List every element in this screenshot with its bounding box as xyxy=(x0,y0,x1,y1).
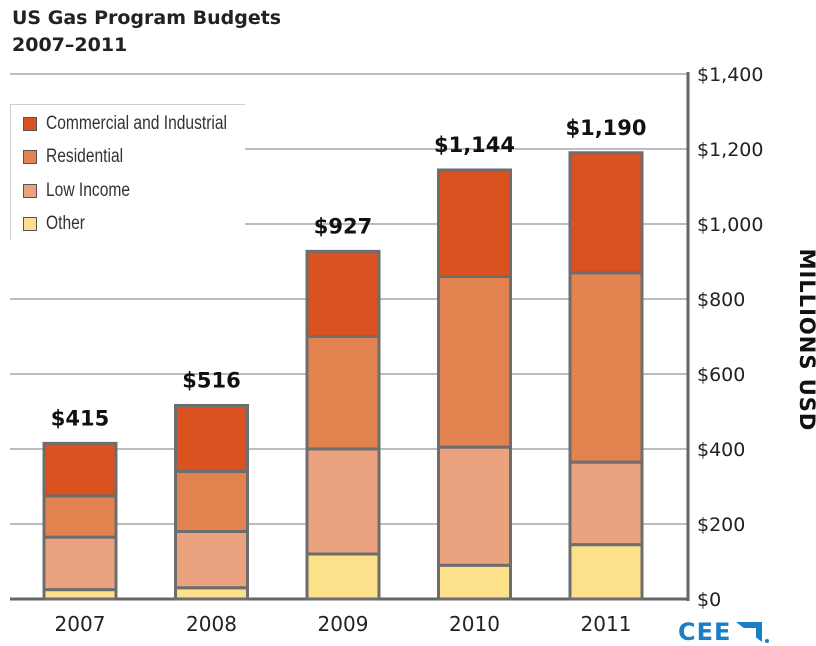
legend-item-residential: Residential xyxy=(23,145,140,169)
bar-segment-commercial-2010 xyxy=(437,168,512,278)
bar-segment-commercial-2011 xyxy=(568,151,644,275)
cee-logo: CEE xyxy=(678,618,770,646)
bar-segment-low-income-2007 xyxy=(42,535,118,592)
x-tick-label-2008: 2008 xyxy=(186,612,237,636)
bar-segment-other-2009 xyxy=(305,552,381,601)
legend-item-other: Other xyxy=(23,212,94,236)
bar-segment-commercial-2008 xyxy=(174,404,249,473)
x-tick-label-2009: 2009 xyxy=(318,612,369,636)
y-tick-label: $600 xyxy=(697,364,745,386)
legend-item-commercial: Commercial and Industrial xyxy=(23,112,267,136)
legend-swatch-other xyxy=(23,217,37,231)
chart-title-line1: US Gas Program Budgets xyxy=(12,7,282,29)
bar-segment-residential-2011 xyxy=(568,271,644,464)
total-label-2009: $927 xyxy=(314,214,372,238)
legend-item-low-income: Low Income xyxy=(23,179,148,203)
legend-label-commercial: Commercial and Industrial xyxy=(46,113,227,134)
total-label-2008: $516 xyxy=(182,369,240,393)
y-tick-label: $0 xyxy=(697,589,721,611)
bar-segment-residential-2010 xyxy=(437,275,512,449)
bar-segment-low-income-2010 xyxy=(437,445,512,567)
cee-logo-text: CEE xyxy=(678,618,732,646)
y-tick-label: $200 xyxy=(697,514,745,536)
legend-label-low-income: Low Income xyxy=(46,180,131,201)
bar-segment-residential-2009 xyxy=(305,335,381,451)
y-tick-label: $1,200 xyxy=(697,139,763,161)
chart-title: US Gas Program Budgets 2007–2011 xyxy=(12,5,281,59)
bar-segment-residential-2008 xyxy=(174,470,249,533)
legend-swatch-residential xyxy=(23,150,37,164)
legend: Commercial and Industrial Residential Lo… xyxy=(10,104,245,240)
bar-segment-residential-2007 xyxy=(42,494,118,539)
bar-segment-low-income-2011 xyxy=(568,460,644,547)
x-tick-label-2011: 2011 xyxy=(581,612,632,636)
y-tick-label: $800 xyxy=(697,289,745,311)
y-tick-label: $1,000 xyxy=(697,214,763,236)
bar-segment-commercial-2009 xyxy=(305,249,381,338)
y-tick-label: $400 xyxy=(697,439,745,461)
total-label-2007: $415 xyxy=(51,406,109,430)
x-tick-label-2007: 2007 xyxy=(55,612,106,636)
legend-swatch-commercial xyxy=(23,117,37,131)
bar-segment-other-2011 xyxy=(568,543,644,601)
y-tick-label: $1,400 xyxy=(697,64,763,86)
bar-segment-commercial-2007 xyxy=(42,441,118,498)
legend-swatch-low-income xyxy=(23,184,37,198)
bar-segment-other-2010 xyxy=(437,563,512,601)
bar-segment-other-2008 xyxy=(174,586,249,601)
y-axis-title: MILLIONS USD xyxy=(795,249,816,432)
total-label-2010: $1,144 xyxy=(434,133,515,157)
cee-flag-icon xyxy=(736,622,770,643)
legend-label-residential: Residential xyxy=(46,146,124,167)
legend-label-other: Other xyxy=(46,213,85,234)
x-tick-label-2010: 2010 xyxy=(449,612,500,636)
bar-segment-low-income-2008 xyxy=(174,530,249,590)
chart-title-line2: 2007–2011 xyxy=(12,34,128,56)
bar-segment-low-income-2009 xyxy=(305,447,381,556)
total-label-2011: $1,190 xyxy=(565,116,646,140)
